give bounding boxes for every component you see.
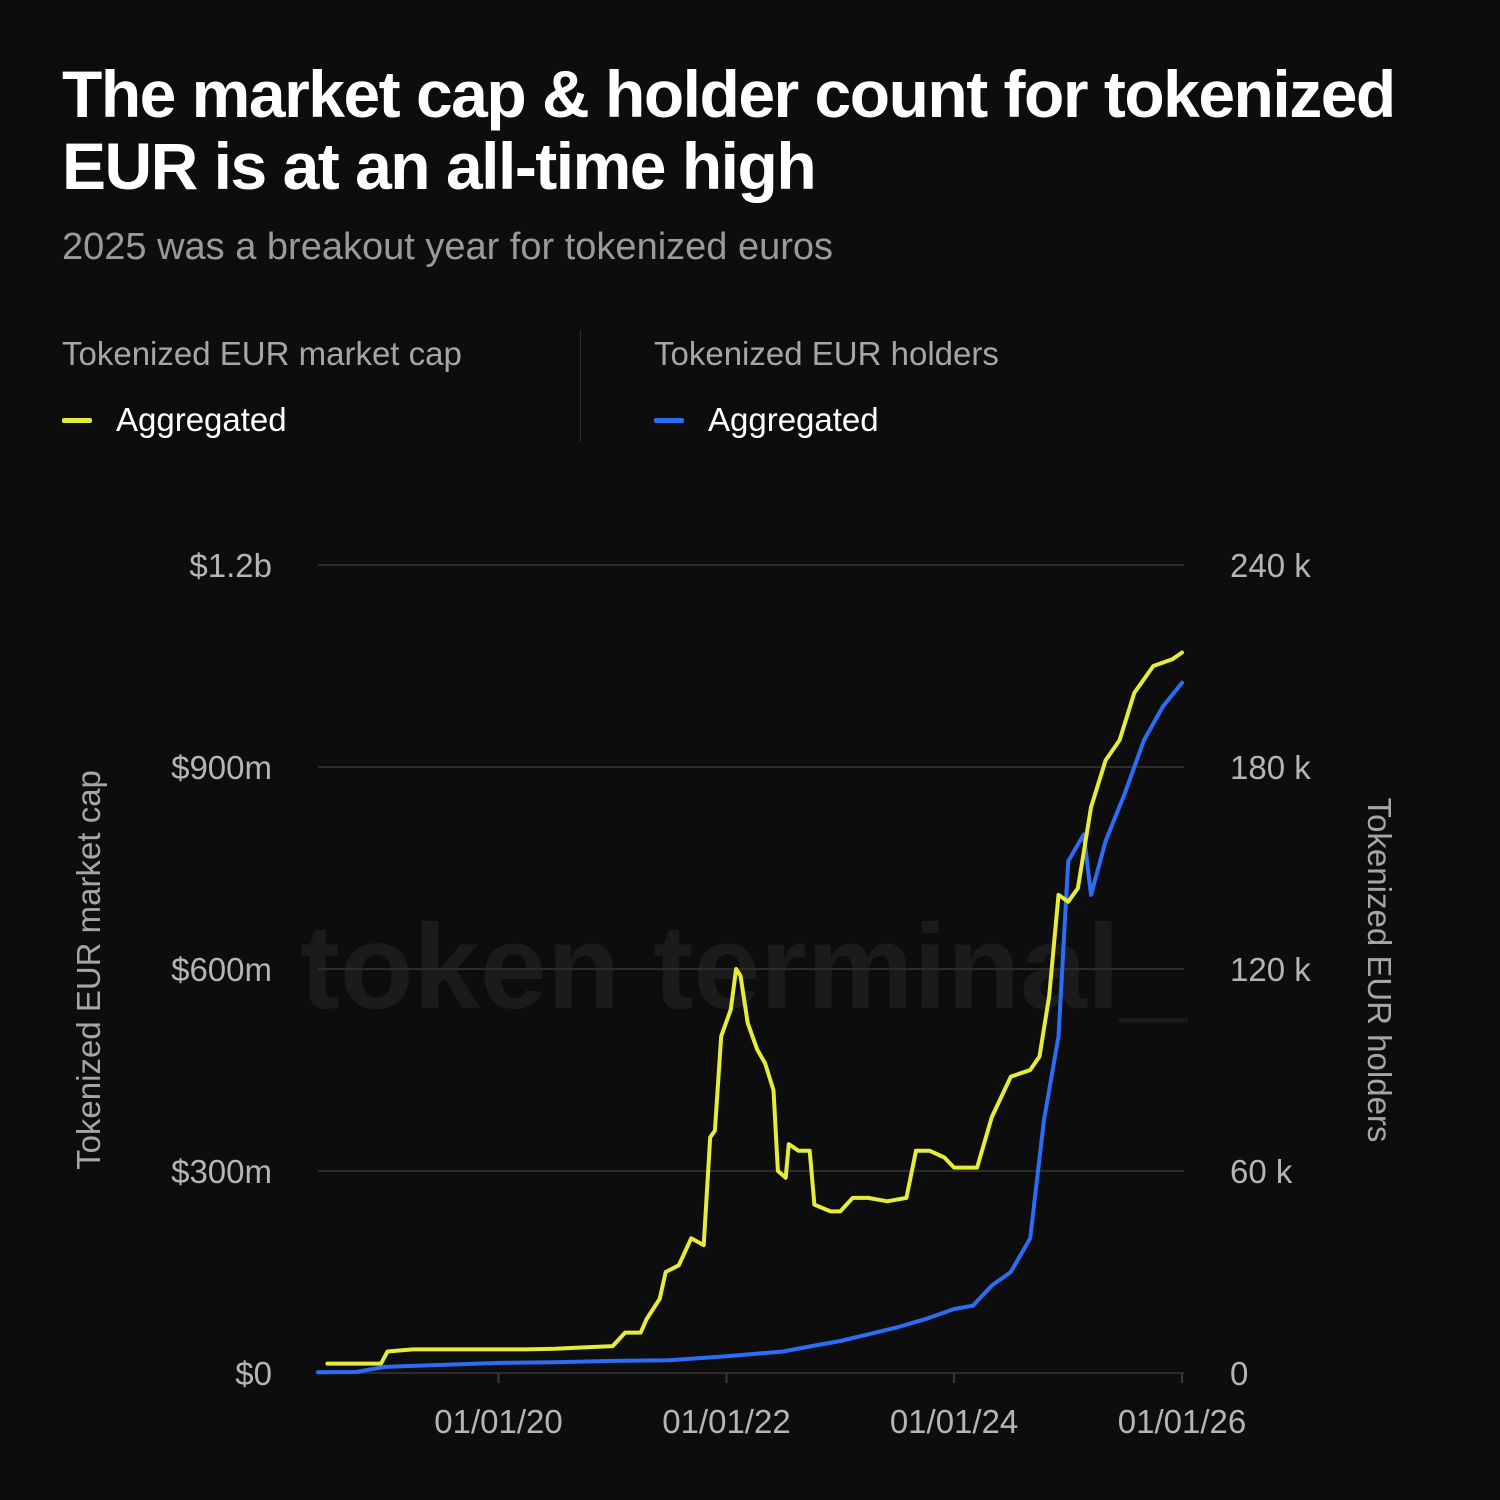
- x-tick: 01/01/20: [434, 1403, 562, 1440]
- x-tick: 01/01/22: [662, 1403, 790, 1440]
- y-tick-left: $300m: [171, 1153, 272, 1190]
- y-tick-right: 0: [1230, 1355, 1248, 1392]
- series-line-market-cap: [325, 650, 1184, 1366]
- legend-divider: [580, 330, 581, 442]
- y-tick-right: 60 k: [1230, 1153, 1293, 1190]
- y-tick-right: 120 k: [1230, 951, 1311, 988]
- legend-holders: Tokenized EUR holders Aggregated: [654, 336, 999, 438]
- y-axis-label-left: Tokenized EUR market cap: [70, 770, 107, 1170]
- y-tick-left: $900m: [171, 749, 272, 786]
- y-tick-left: $0: [235, 1355, 272, 1392]
- chart-subtitle: 2025 was a breakout year for tokenized e…: [62, 226, 834, 268]
- legend-label-holders: Aggregated: [708, 401, 879, 438]
- legend-swatch-blue: [654, 417, 684, 423]
- legend-item-holders[interactable]: Aggregated: [654, 402, 999, 438]
- x-tick: 01/01/24: [890, 1403, 1018, 1440]
- legend-label-market-cap: Aggregated: [116, 401, 287, 438]
- y-tick-left: $1.2b: [189, 547, 272, 584]
- y-tick-right: 180 k: [1230, 749, 1311, 786]
- series-line-holders: [316, 680, 1184, 1375]
- legend-item-market-cap[interactable]: Aggregated: [62, 402, 462, 438]
- legend-market-cap-header: Tokenized EUR market cap: [62, 335, 462, 372]
- y-axis-label-right: Tokenized EUR holders: [1361, 798, 1398, 1143]
- legend-swatch-yellow: [62, 417, 92, 423]
- y-tick-right: 240 k: [1230, 547, 1311, 584]
- legend-market-cap: Tokenized EUR market cap Aggregated: [62, 336, 462, 438]
- chart-title: The market cap & holder count for tokeni…: [62, 57, 1396, 203]
- legend-holders-header: Tokenized EUR holders: [654, 335, 999, 372]
- y-tick-left: $600m: [171, 951, 272, 988]
- x-tick: 01/01/26: [1118, 1403, 1246, 1440]
